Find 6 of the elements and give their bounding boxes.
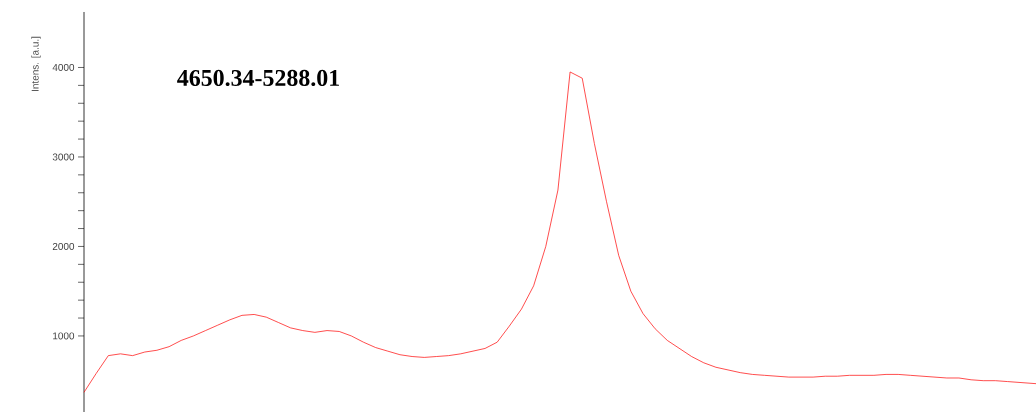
y-tick-label: 4000	[52, 63, 75, 71]
y-tick-label: 1000	[53, 332, 75, 340]
y-tick-label: 2000	[52, 242, 75, 250]
y-axis-title: Intens. [a.u.]	[31, 36, 41, 91]
y-tick-label: 3000	[52, 153, 75, 161]
text: 4650.34-5288.01	[177, 69, 339, 87]
